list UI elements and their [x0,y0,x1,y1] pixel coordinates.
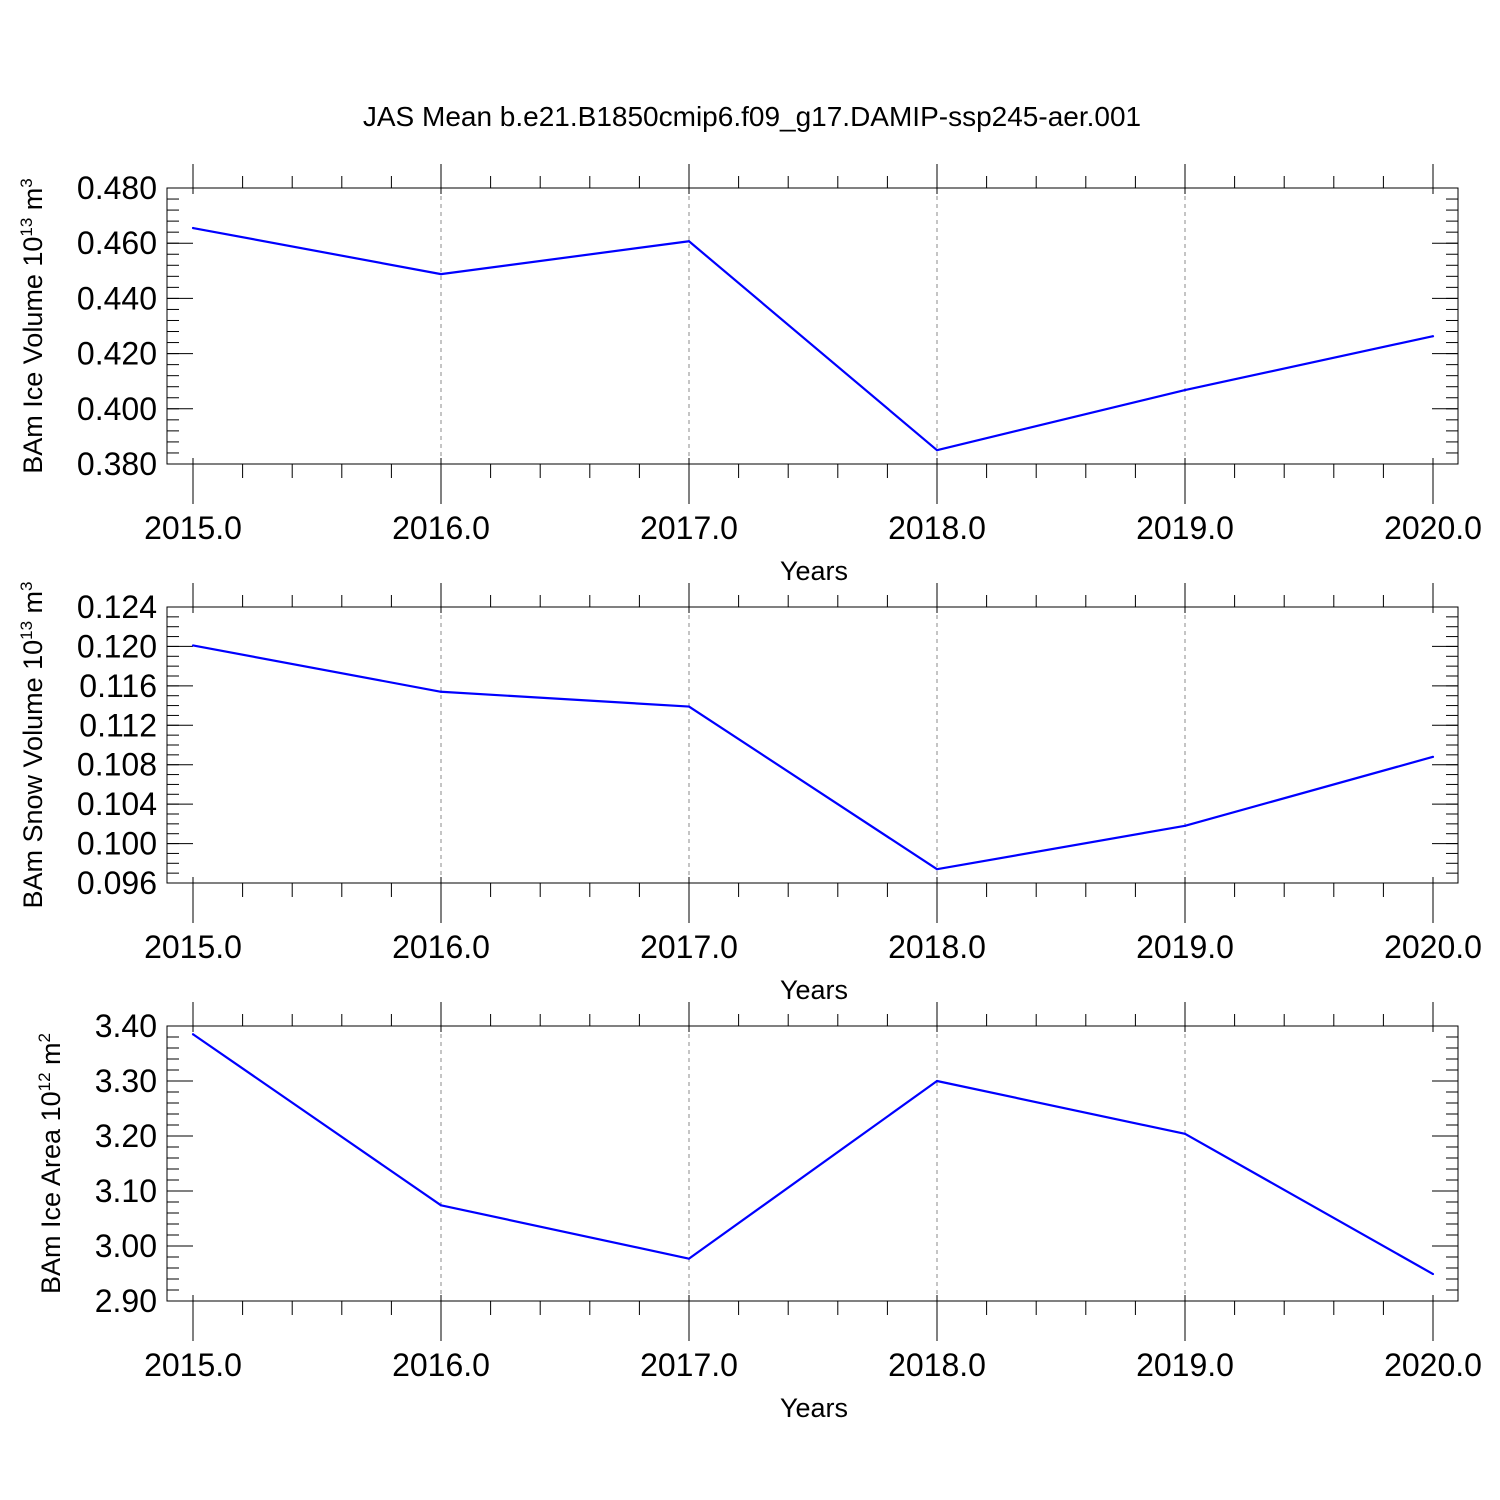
y-tick-label: 3.20 [95,1118,157,1154]
y-tick-label: 0.100 [77,826,157,862]
y-tick-label: 0.104 [77,786,157,822]
y-axis-title-unit: m [36,1042,66,1072]
y-tick-label: 0.400 [77,391,157,427]
panel-2: 2015.0 2016.0 2017.0 2018.0 2019.0 2020.0 Year… [17,581,1482,1005]
data-point [439,273,443,276]
data-point [1431,1272,1435,1276]
x-axis-title: Years [780,975,848,1005]
y-axis-title-unit-power: 3 [17,178,36,187]
x-tick-label: 2016.0 [392,1347,490,1383]
y-axis-title-exponent: 12 [35,1072,54,1091]
data-point [1431,755,1435,758]
y-tick-label: 0.112 [79,707,157,743]
figure-title: JAS Mean b.e21.B1850cmip6.f09_g17.DAMIP-… [363,101,1141,132]
y-axis-title-unit-power: 2 [35,1033,54,1042]
y-tick-label: 0.480 [77,170,157,206]
x-tick-label: 2016.0 [392,929,490,965]
series-line [192,1033,1434,1276]
y-tick-label: 0.380 [77,446,157,482]
x-tick-label: 2019.0 [1136,510,1234,546]
y-tick-label: 0.116 [79,668,157,704]
x-tick-label: 2020.0 [1384,510,1482,546]
y-axis-title: BAm Ice Volume 1013 m3 [17,178,48,474]
x-tick-label: 2017.0 [640,1347,738,1383]
x-tick-label: 2019.0 [1136,929,1234,965]
y-axis-title-unit-power: 3 [17,581,36,590]
data-point [1183,824,1187,827]
x-tick-label: 2015.0 [144,929,242,965]
y-axis-title-exponent: 13 [17,621,36,640]
panel-3: 2015.0 2016.0 2017.0 2018.0 2019.0 2020.0 Year… [35,1002,1482,1423]
data-point [439,1204,443,1207]
data-point [935,449,939,452]
data-point [935,868,939,871]
data-point [687,705,691,708]
panel-1: 2015.0 2016.0 2017.0 2018.0 2019.0 2020.0 Year… [17,164,1482,586]
data-point [191,644,195,647]
data-point [191,226,195,230]
x-tick-label: 2020.0 [1384,929,1482,965]
data-point [1431,335,1435,338]
y-tick-label: 3.00 [95,1228,157,1264]
y-tick-label: 0.120 [77,628,157,664]
y-tick-label: 0.460 [77,225,157,261]
data-point [1183,1132,1187,1135]
y-tick-label: 2.90 [95,1283,157,1319]
y-axis-title-exponent: 13 [17,218,36,237]
y-tick-label: 0.108 [77,747,157,783]
x-tick-label: 2015.0 [144,510,242,546]
y-axis-title-unit: m [18,591,48,621]
plot-frame [166,1025,1459,1302]
x-axis-title: Years [780,556,848,586]
series-line [192,644,1434,871]
y-axis-title-main: BAm Ice Area 10 [36,1091,66,1294]
y-tick-label: 0.096 [77,865,157,901]
y-axis-title-unit: m [18,188,48,218]
y-axis-title-main: BAm Ice Volume 10 [18,237,48,474]
x-tick-label: 2017.0 [640,929,738,965]
x-tick-label: 2015.0 [144,1347,242,1383]
data-point [687,1257,691,1260]
data-point [935,1079,939,1083]
y-tick-label: 0.420 [77,336,157,372]
x-tick-label: 2018.0 [888,929,986,965]
x-axis-title: Years [780,1393,848,1423]
data-point [439,690,443,693]
x-tick-label: 2016.0 [392,510,490,546]
series-line [192,226,1434,452]
data-point [191,1033,195,1036]
x-tick-label: 2018.0 [888,510,986,546]
panels: 2015.0 2016.0 2017.0 2018.0 2019.0 2020.0 Year… [17,164,1482,1423]
y-tick-label: 3.30 [95,1063,157,1099]
data-point [687,240,691,243]
y-axis-title: BAm Snow Volume 1013 m3 [17,581,48,908]
y-tick-label: 3.40 [95,1008,157,1044]
x-tick-label: 2019.0 [1136,1347,1234,1383]
plot-frame [166,187,1459,465]
x-tick-label: 2017.0 [640,510,738,546]
y-axis-title-main: BAm Snow Volume 10 [18,640,48,909]
data-point [1183,388,1187,392]
y-tick-label: 0.440 [77,280,157,316]
x-tick-label: 2018.0 [888,1347,986,1383]
y-tick-label: 3.10 [95,1173,157,1209]
y-axis-title: BAm Ice Area 1012 m2 [35,1033,66,1294]
y-tick-label: 0.124 [77,589,157,625]
x-tick-label: 2020.0 [1384,1347,1482,1383]
